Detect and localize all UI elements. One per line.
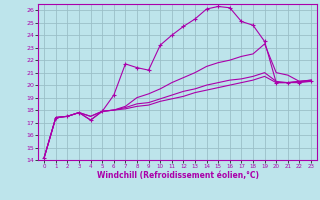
X-axis label: Windchill (Refroidissement éolien,°C): Windchill (Refroidissement éolien,°C)	[97, 171, 259, 180]
